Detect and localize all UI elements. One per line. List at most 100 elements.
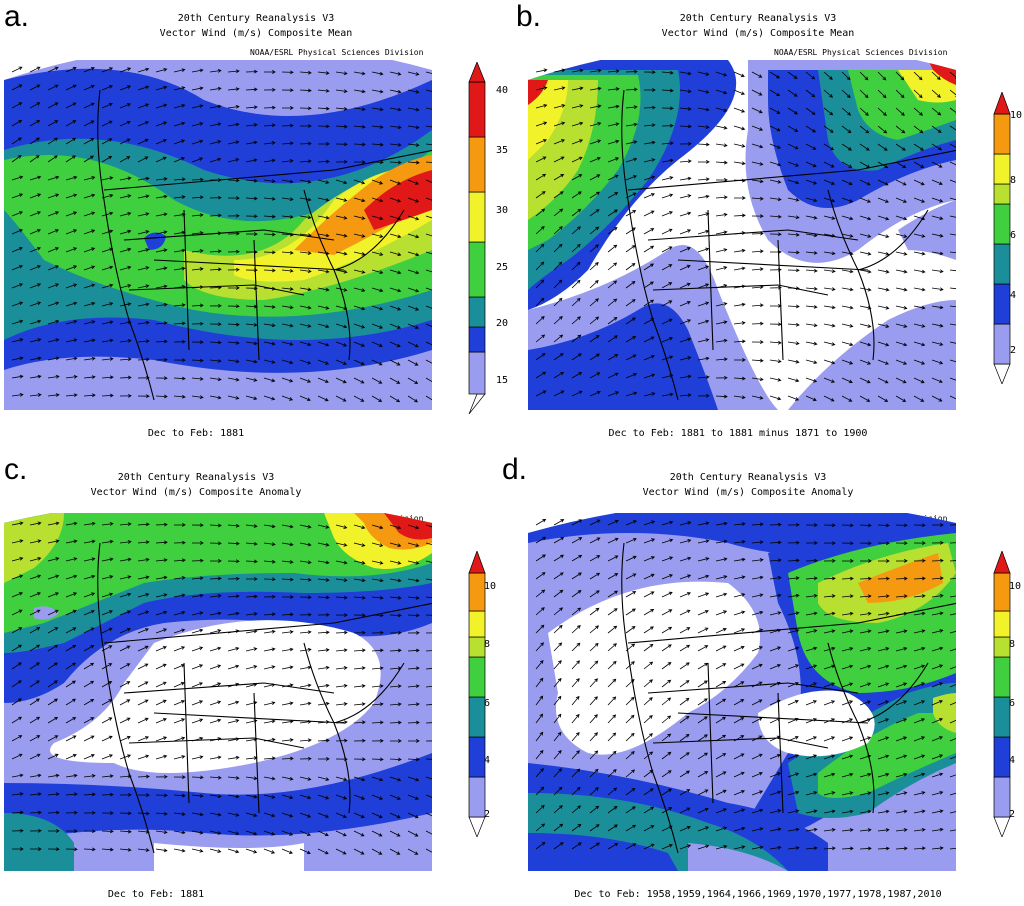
- wind-vector: [589, 262, 599, 271]
- colorbar-tick: 20: [496, 318, 509, 329]
- wind-vector: [553, 208, 564, 217]
- source-credit: NOAA/ESRL Physical Sciences Division: [774, 48, 948, 57]
- wind-vector: [299, 251, 312, 255]
- wind-vector: [137, 103, 150, 109]
- wind-vector: [65, 717, 77, 724]
- wind-vector: [83, 847, 96, 852]
- wind-vector: [877, 89, 887, 99]
- wind-vector: [823, 179, 835, 185]
- wind-vector: [11, 810, 24, 815]
- wind-vector: [317, 630, 330, 635]
- wind-vector: [643, 806, 655, 814]
- wind-vector: [733, 161, 746, 166]
- wind-vector: [805, 558, 818, 563]
- wind-vector: [859, 846, 872, 851]
- wind-vector: [715, 771, 727, 778]
- wind-vector: [245, 69, 258, 74]
- wind-vector: [859, 71, 869, 81]
- wind-vector: [353, 251, 366, 256]
- wind-vector: [895, 828, 908, 832]
- wind-vector: [931, 558, 944, 563]
- wind-vector: [859, 287, 872, 292]
- wind-vector: [119, 120, 131, 127]
- wind-vector: [407, 143, 420, 147]
- wind-vector: [841, 179, 853, 186]
- wind-vector: [949, 179, 956, 183]
- wind-vector: [895, 718, 908, 724]
- wind-vector: [751, 377, 764, 382]
- wind-vector: [841, 287, 854, 292]
- wind-vector: [697, 71, 710, 76]
- wind-vector: [11, 698, 22, 706]
- wind-vector: [715, 357, 728, 362]
- wind-vector: [263, 577, 276, 582]
- wind-vector: [913, 629, 926, 634]
- wind-vector: [895, 377, 907, 384]
- wind-vector: [245, 776, 258, 781]
- wind-vector: [425, 287, 432, 291]
- wind-vector: [751, 89, 763, 96]
- wind-vector: [65, 229, 78, 235]
- wind-vector: [317, 197, 330, 202]
- wind-vector: [299, 630, 312, 635]
- wind-vector: [679, 609, 691, 616]
- wind-vector: [805, 377, 818, 383]
- wind-vector: [299, 720, 312, 724]
- wind-vector: [407, 596, 420, 600]
- wind-vector: [173, 321, 186, 326]
- wind-vector: [571, 713, 580, 724]
- wind-vector: [11, 193, 24, 199]
- wind-vector: [209, 559, 222, 563]
- wind-vector: [931, 323, 944, 328]
- wind-vector: [895, 341, 908, 347]
- panel-label: c.: [4, 453, 28, 486]
- wind-vector: [607, 209, 618, 217]
- wind-vector: [425, 143, 432, 146]
- wind-vector: [209, 303, 222, 308]
- wind-vector: [263, 647, 276, 652]
- wind-vector: [589, 787, 599, 796]
- wind-vector: [787, 699, 799, 706]
- panel-subtitle: Vector Wind (m/s) Composite Anomaly: [90, 487, 302, 498]
- wind-vector: [805, 286, 818, 291]
- wind-vector: [227, 69, 240, 74]
- colorbar-tick: 15: [496, 375, 509, 386]
- wind-vector: [931, 611, 944, 616]
- wind-vector: [913, 377, 925, 384]
- wind-vector: [137, 138, 149, 145]
- wind-vector: [697, 301, 710, 307]
- wind-vector: [371, 595, 384, 600]
- wind-vector: [553, 731, 562, 742]
- wind-vector: [733, 645, 745, 652]
- wind-vector: [227, 231, 240, 236]
- wind-vector: [805, 71, 816, 80]
- wind-vector: [263, 594, 276, 599]
- wind-vector: [859, 611, 872, 616]
- wind-vector: [607, 643, 617, 652]
- wind-vector: [913, 791, 926, 796]
- wind-vector: [823, 846, 836, 851]
- wind-vector: [281, 776, 294, 781]
- wind-vector: [895, 541, 908, 546]
- wind-vector: [425, 179, 432, 183]
- wind-vector: [913, 269, 926, 274]
- wind-vector: [607, 87, 620, 91]
- wind-vector: [697, 160, 710, 164]
- wind-vector: [371, 794, 384, 800]
- wind-vector: [913, 828, 926, 832]
- wind-vector: [281, 250, 294, 255]
- wind-vector: [119, 774, 132, 779]
- wind-vector: [299, 323, 312, 328]
- wind-vector: [281, 215, 294, 219]
- wind-vector: [751, 214, 764, 218]
- wind-vector: [535, 554, 546, 562]
- wind-vector: [571, 678, 580, 688]
- wind-vector: [823, 197, 836, 203]
- wind-vector: [101, 539, 114, 544]
- wind-vector: [751, 593, 764, 598]
- wind-vector: [389, 524, 402, 530]
- wind-vector: [173, 576, 186, 580]
- wind-vector: [47, 356, 60, 361]
- wind-vector: [389, 125, 402, 130]
- wind-vector: [751, 340, 764, 344]
